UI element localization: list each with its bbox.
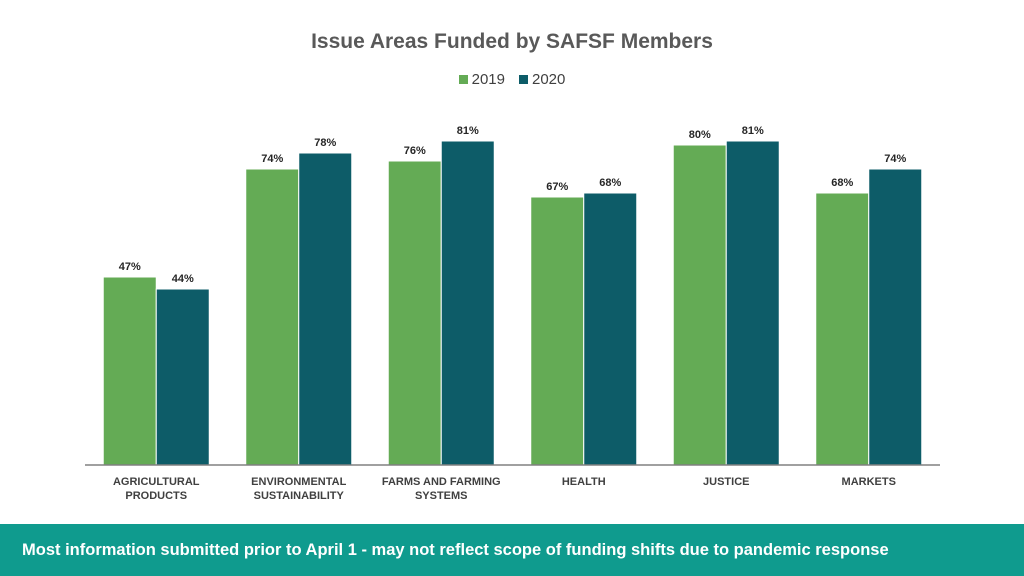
legend-swatch-2020 [519,75,528,84]
footer-text: Most information submitted prior to Apri… [22,540,889,559]
category-label-0: PRODUCTS [125,490,187,502]
bar-2020-2 [440,140,495,466]
footer-banner: Most information submitted prior to Apri… [0,524,1024,576]
bar-2019-4 [672,144,727,466]
bar-2020-0 [155,288,210,466]
category-label-5: MARKETS [842,476,896,488]
bar-2020-3 [583,192,638,466]
category-label-2: FARMS AND FARMING [382,476,501,488]
legend-swatch-2019 [458,75,468,84]
legend-item-2019: 2019 [458,71,505,88]
data-label-2020-2: 81% [457,125,479,137]
data-label-2020-1: 78% [314,137,336,149]
legend: 2019 2020 [0,71,1024,88]
legend-item-2020: 2020 [519,71,565,88]
category-label-3: HEALTH [562,476,606,488]
bar-2019-0 [102,276,157,466]
data-label-2020-3: 68% [599,177,621,189]
legend-label-2019: 2019 [471,71,505,88]
bar-2019-5 [815,192,870,466]
data-label-2020-5: 74% [884,153,906,165]
data-label-2020-0: 44% [172,273,194,285]
category-label-0: AGRICULTURAL [113,476,200,488]
chart-title: Issue Areas Funded by SAFSF Members [311,30,713,53]
category-label-4: JUSTICE [703,476,749,488]
category-label-1: ENVIRONMENTAL [251,476,346,488]
data-label-2019-5: 68% [831,177,853,189]
category-label-2: SYSTEMS [415,490,468,502]
data-label-2019-0: 47% [119,261,141,273]
data-label-2020-4: 81% [742,125,764,137]
bar-2020-1 [298,152,353,466]
data-label-2019-1: 74% [261,153,283,165]
data-label-2019-2: 76% [404,145,426,157]
bar-2019-3 [530,196,585,466]
data-label-2019-3: 67% [546,181,568,193]
bar-2019-2 [387,160,442,466]
bar-2020-4 [725,140,780,466]
data-label-2019-4: 80% [689,129,711,141]
bar-2020-5 [868,168,923,466]
legend-label-2020: 2020 [532,71,566,88]
bar-2019-1 [245,168,300,466]
bar-chart: 47% 44% AGRICULTURAL PRODUCTS 74% 78% ENVIRONM… [85,125,940,502]
category-label-1: SUSTAINABILITY [254,490,345,502]
